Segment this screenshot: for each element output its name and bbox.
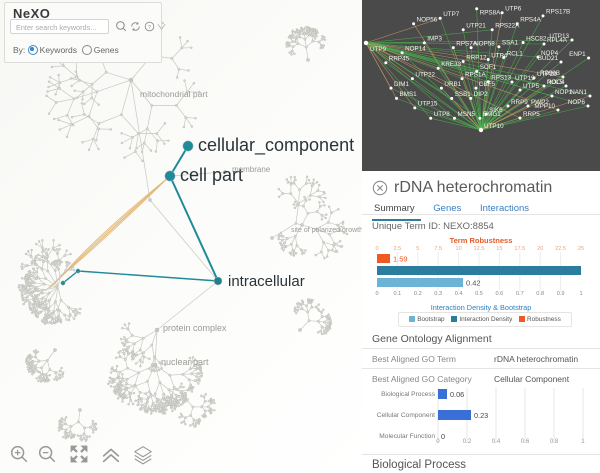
svg-text:Biological Process: Biological Process: [381, 391, 436, 398]
svg-text:1.59: 1.59: [393, 255, 408, 264]
svg-text:MPP10: MPP10: [534, 103, 555, 110]
svg-text:5: 5: [416, 246, 419, 252]
svg-text:NOP58: NOP58: [474, 40, 495, 47]
svg-text:MSN5: MSN5: [458, 111, 476, 118]
svg-text:DIM1: DIM1: [394, 81, 410, 88]
svg-text:17.5: 17.5: [514, 246, 525, 252]
svg-text:BMS1: BMS1: [400, 91, 418, 98]
svg-text:UTP6: UTP6: [505, 6, 522, 13]
svg-text:Cellular Component: Cellular Component: [377, 412, 435, 419]
svg-text:UTP10: UTP10: [484, 123, 504, 130]
svg-text:1: 1: [581, 438, 585, 445]
svg-text:UTP22: UTP22: [415, 71, 435, 78]
svg-text:BUD21: BUD21: [538, 55, 559, 62]
svg-text:0: 0: [375, 291, 378, 297]
svg-text:SSB1: SSB1: [455, 91, 472, 98]
svg-text:0.4: 0.4: [492, 438, 501, 445]
svg-text:RRP12: RRP12: [466, 54, 487, 61]
svg-text:NOP6: NOP6: [568, 99, 586, 106]
svg-text:UTP7: UTP7: [443, 11, 460, 18]
svg-text:0.42: 0.42: [466, 279, 481, 288]
svg-text:NOP14: NOP14: [405, 46, 426, 53]
svg-text:0.8: 0.8: [550, 438, 559, 445]
svg-text:0.23: 0.23: [474, 411, 488, 420]
svg-text:NOP56: NOP56: [417, 17, 438, 24]
svg-text:RPS1A: RPS1A: [465, 71, 486, 78]
svg-text:2.5: 2.5: [394, 246, 402, 252]
svg-text:?: ?: [148, 25, 151, 31]
svg-text:RRP5: RRP5: [523, 111, 540, 118]
svg-text:0.7: 0.7: [516, 291, 524, 297]
svg-text:UTP19: UTP19: [515, 75, 535, 82]
svg-text:25: 25: [578, 246, 584, 252]
svg-text:0.3: 0.3: [434, 291, 442, 297]
svg-text:UTP15: UTP15: [418, 101, 438, 108]
svg-text:RRP9: RRP9: [511, 99, 528, 106]
svg-text:22.5: 22.5: [555, 246, 566, 252]
svg-text:UTP5: UTP5: [523, 83, 540, 90]
svg-text:0.1: 0.1: [394, 291, 402, 297]
svg-text:UTP13: UTP13: [549, 33, 569, 40]
svg-text:12.5: 12.5: [474, 246, 485, 252]
svg-text:0.2: 0.2: [463, 438, 472, 445]
svg-text:0.6: 0.6: [496, 291, 504, 297]
svg-text:DIP2: DIP2: [474, 91, 488, 98]
svg-text:UTP9: UTP9: [370, 46, 387, 53]
svg-text:URB1: URB1: [444, 81, 461, 88]
svg-text:CBF5: CBF5: [479, 81, 496, 88]
svg-text:SOF1: SOF1: [480, 64, 497, 71]
svg-text:RP99B: RP99B: [540, 70, 560, 77]
svg-text:0.6: 0.6: [521, 438, 530, 445]
svg-text:0: 0: [436, 438, 440, 445]
svg-text:UTP8: UTP8: [434, 111, 451, 118]
svg-text:0.5: 0.5: [475, 291, 483, 297]
svg-text:0: 0: [375, 246, 378, 252]
svg-text:RPS22A: RPS22A: [495, 23, 520, 30]
svg-text:RPS17B: RPS17B: [546, 9, 570, 16]
svg-text:0.8: 0.8: [536, 291, 544, 297]
svg-text:UTP21: UTP21: [466, 23, 486, 30]
svg-text:RCL1: RCL1: [507, 50, 524, 57]
svg-text:1: 1: [579, 291, 582, 297]
svg-text:20: 20: [537, 246, 543, 252]
svg-text:EMG1: EMG1: [483, 111, 501, 118]
svg-text:7.5: 7.5: [434, 246, 442, 252]
svg-text:RPS8A: RPS8A: [480, 10, 501, 17]
svg-text:0.06: 0.06: [450, 390, 464, 399]
svg-text:0.2: 0.2: [414, 291, 422, 297]
svg-text:10: 10: [455, 246, 461, 252]
svg-text:IMP3: IMP3: [427, 36, 442, 43]
svg-text:RRP45: RRP45: [389, 56, 410, 63]
svg-text:KRE33: KRE33: [441, 61, 461, 68]
svg-text:UTP4: UTP4: [491, 52, 508, 59]
svg-text:0.4: 0.4: [455, 291, 463, 297]
svg-text:POL5: POL5: [547, 79, 564, 86]
svg-text:HSC82: HSC82: [526, 35, 547, 42]
svg-text:RPS4A: RPS4A: [520, 17, 541, 24]
svg-text:15: 15: [496, 246, 502, 252]
svg-text:Molecular Function: Molecular Function: [379, 433, 435, 440]
svg-text:SSA1: SSA1: [502, 40, 519, 47]
svg-text:0: 0: [441, 432, 445, 441]
svg-text:NAN1: NAN1: [570, 89, 587, 96]
svg-text:0.9: 0.9: [557, 291, 565, 297]
svg-text:ENP1: ENP1: [569, 51, 586, 58]
